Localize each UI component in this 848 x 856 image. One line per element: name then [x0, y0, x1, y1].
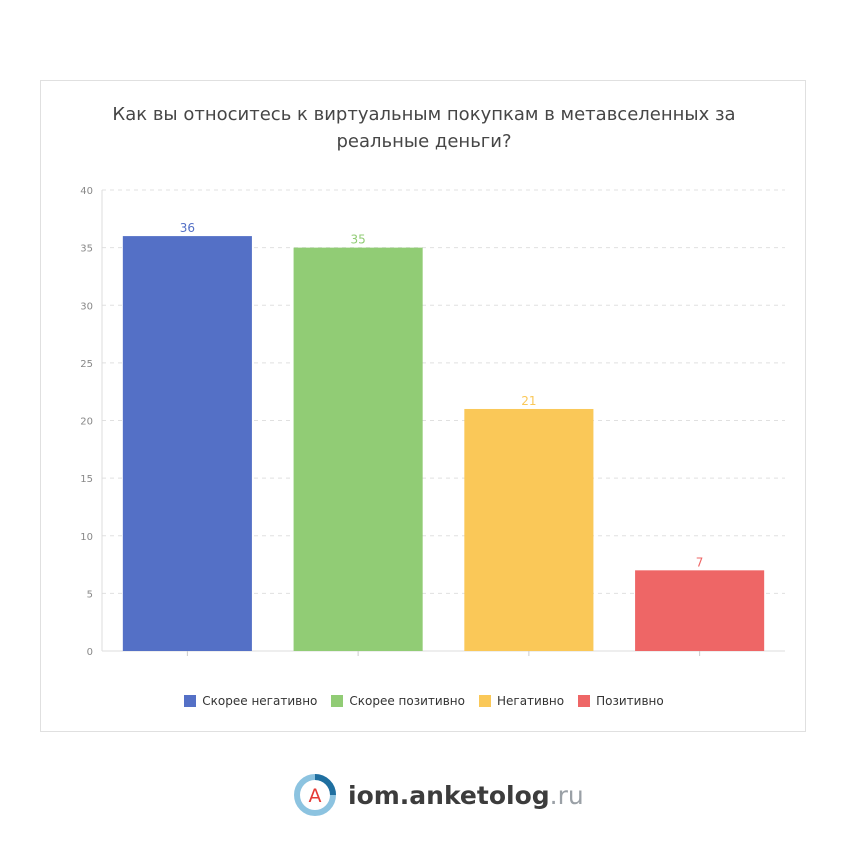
legend-label: Позитивно	[596, 694, 664, 708]
logo: A	[294, 774, 336, 816]
legend-swatch	[478, 695, 491, 707]
bar	[293, 247, 423, 651]
legend-label: Скорее позитивно	[349, 694, 465, 708]
bar	[122, 236, 252, 651]
logo-core	[302, 782, 328, 808]
y-tick-label: 5	[87, 589, 93, 600]
y-tick-label: 0	[87, 647, 93, 658]
legend: Скорее негативно Скорее позитивно Негативн…	[41, 694, 807, 708]
domain: .ru	[549, 780, 584, 810]
y-tick-label: 20	[80, 417, 93, 428]
value-label: 35	[350, 233, 365, 247]
bar	[464, 408, 594, 651]
legend-item: Позитивно	[578, 694, 664, 708]
bar	[635, 570, 765, 651]
value-label: 21	[521, 394, 536, 408]
legend-item: Негативно	[478, 694, 565, 708]
y-tick-label: 40	[80, 186, 93, 197]
y-tick-label: 35	[80, 244, 93, 255]
y-tick-label: 15	[80, 474, 93, 485]
legend-item: Скорее позитивно	[331, 694, 465, 708]
y-tick-label: 30	[80, 301, 93, 312]
value-label: 36	[180, 221, 195, 235]
legend-label: Скорее негативно	[202, 694, 318, 708]
brand: iom.anketolog	[348, 780, 550, 810]
y-tick-label: 10	[80, 532, 93, 543]
y-tick-label: 25	[80, 359, 93, 370]
chart-title: Как вы относитесь к виртуальным покупкам…	[112, 104, 736, 152]
legend-swatch	[184, 695, 197, 707]
legend-label: Негативно	[496, 694, 565, 708]
logo-arc	[314, 774, 336, 796]
legend-swatch	[578, 695, 591, 707]
legend-swatch	[331, 695, 344, 707]
footer: A iom.anketolog.ru	[292, 772, 584, 818]
legend-item: Скорее негативно	[184, 694, 317, 708]
logo-letter: A	[309, 785, 322, 807]
chart-card: Как вы относитесь к виртуальным покупкам…	[40, 80, 806, 732]
value-label: 7	[696, 555, 704, 569]
chart: 0 5 10 15 20 25 30 35 40 36 35 21 7	[80, 186, 785, 658]
